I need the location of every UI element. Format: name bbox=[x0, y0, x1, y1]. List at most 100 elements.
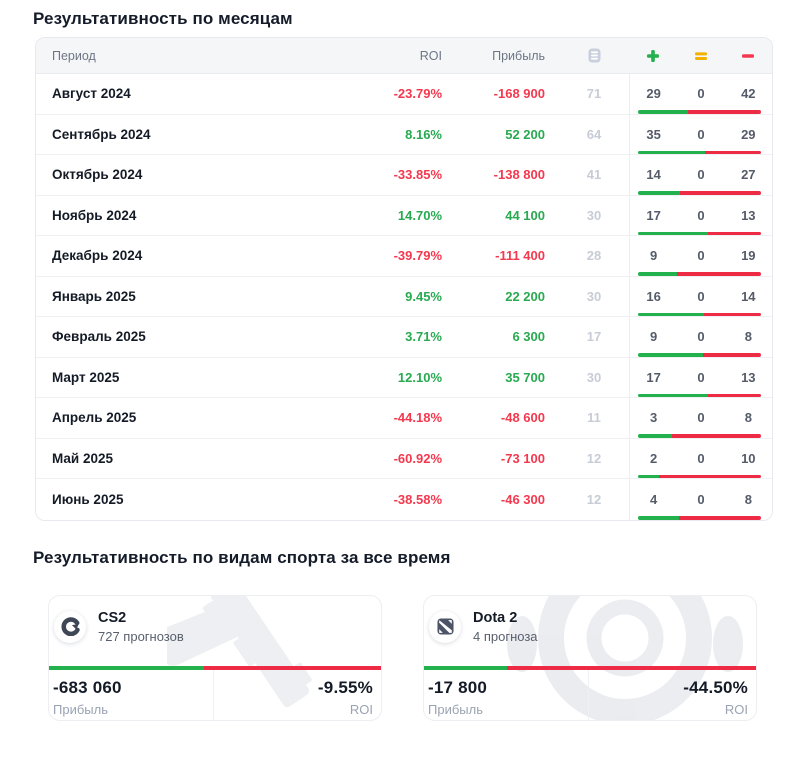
roi-cell: -38.58% bbox=[393, 491, 442, 507]
table-body: Август 2024 -23.79% -168 900 71 29 0 42 … bbox=[36, 74, 772, 520]
period-cell: Июнь 2025 bbox=[52, 491, 124, 507]
wins-cell: 3 bbox=[650, 410, 658, 426]
profit-cell: 35 700 bbox=[505, 369, 545, 385]
period-cell: Апрель 2025 bbox=[52, 410, 137, 426]
column-header-draws bbox=[677, 48, 725, 63]
roi-stat: -44.50% ROI bbox=[589, 670, 757, 720]
wdl-group: 9 0 8 bbox=[629, 317, 772, 357]
profit-cell: -73 100 bbox=[500, 450, 545, 466]
sport-logo-avatar bbox=[429, 610, 461, 643]
sport-card[interactable]: Dota 2 4 прогноза -17 800 Прибыль -44.50… bbox=[423, 594, 757, 721]
table-row: Сентябрь 2024 8.16% 52 200 64 35 0 29 bbox=[36, 114, 772, 155]
profit-cell: 52 200 bbox=[505, 126, 545, 142]
profit-value: -683 060 bbox=[53, 677, 122, 697]
winloss-bar-green bbox=[638, 353, 704, 357]
wins-cell: 9 bbox=[650, 329, 658, 345]
column-header-wins bbox=[629, 48, 677, 63]
column-header-profit: Прибыль bbox=[492, 48, 545, 63]
table-row: Декабрь 2024 -39.79% -111 400 28 9 0 19 bbox=[36, 236, 772, 277]
winloss-bar bbox=[638, 312, 761, 316]
winloss-bar-red bbox=[688, 110, 761, 114]
card-stats: -683 060 Прибыль -9.55% ROI bbox=[49, 669, 382, 720]
winloss-bar-green bbox=[638, 516, 679, 520]
wins-cell: 17 bbox=[646, 369, 661, 385]
forecast-count: 727 прогнозов bbox=[98, 628, 184, 644]
wdl-group: 14 0 27 bbox=[629, 155, 772, 195]
total-bets-cell: 30 bbox=[586, 369, 602, 385]
winloss-bar-green bbox=[638, 393, 708, 397]
wdl-group: 2 0 10 bbox=[629, 438, 772, 478]
draws-cell: 0 bbox=[697, 410, 705, 426]
roi-cell: 8.16% bbox=[405, 126, 442, 142]
roi-cell: -39.79% bbox=[393, 248, 442, 264]
table-row: Февраль 2025 3.71% 6 300 17 9 0 8 bbox=[36, 317, 772, 358]
winloss-bar bbox=[638, 516, 761, 520]
winloss-bar-green bbox=[638, 272, 678, 276]
wdl-group: 35 0 29 bbox=[629, 114, 772, 154]
total-bets-cell: 30 bbox=[586, 207, 602, 223]
profit-cell: -48 600 bbox=[500, 410, 545, 426]
winloss-bar-red bbox=[703, 312, 761, 316]
profit-stat: -683 060 Прибыль bbox=[49, 669, 214, 720]
table-row: Апрель 2025 -44.18% -48 600 11 3 0 8 bbox=[36, 398, 772, 439]
period-cell: Май 2025 bbox=[52, 450, 114, 466]
losses-cell: 10 bbox=[741, 450, 756, 466]
profit-cell: -168 900 bbox=[493, 86, 545, 102]
total-bets-cell: 12 bbox=[586, 450, 602, 466]
table-row: Январь 2025 9.45% 22 200 30 16 0 14 bbox=[36, 276, 772, 317]
sport-card[interactable]: CS2 727 прогнозов -683 060 Прибыль -9.55… bbox=[48, 594, 382, 721]
winloss-bar-green bbox=[638, 191, 680, 195]
winloss-ratio-bar-green bbox=[424, 665, 508, 670]
total-bets-cell: 30 bbox=[586, 288, 602, 304]
roi-cell: 3.71% bbox=[405, 329, 442, 345]
profit-cell: -46 300 bbox=[500, 491, 545, 507]
total-bets-cell: 12 bbox=[586, 491, 602, 507]
roi-value: -9.55% bbox=[317, 677, 373, 697]
period-cell: Март 2025 bbox=[52, 369, 120, 385]
roi-label: ROI bbox=[349, 701, 373, 717]
table-row: Октябрь 2024 -33.85% -138 800 41 14 0 27 bbox=[36, 155, 772, 196]
draws-cell: 0 bbox=[697, 126, 705, 142]
monthly-results-table: Период ROI Прибыль bbox=[35, 37, 773, 521]
table-row: Июнь 2025 -38.58% -46 300 12 4 0 8 bbox=[36, 479, 772, 520]
wins-plus-icon bbox=[646, 49, 659, 62]
draws-equals-icon bbox=[694, 52, 707, 60]
winloss-bar-green bbox=[638, 312, 704, 316]
wdl-group: 17 0 13 bbox=[629, 195, 772, 235]
wdl-group: 16 0 14 bbox=[629, 276, 772, 316]
column-header-period: Период bbox=[52, 48, 96, 63]
winloss-bar bbox=[638, 272, 761, 276]
roi-stat: -9.55% ROI bbox=[214, 670, 382, 720]
period-cell: Сентябрь 2024 bbox=[52, 126, 151, 142]
total-bets-cell: 28 bbox=[586, 248, 602, 264]
profit-cell: -138 800 bbox=[493, 167, 545, 183]
period-cell: Декабрь 2024 bbox=[52, 248, 143, 264]
winloss-bar-red bbox=[707, 393, 761, 397]
column-header-losses bbox=[724, 48, 772, 63]
table-row: Ноябрь 2024 14.70% 44 100 30 17 0 13 bbox=[36, 195, 772, 236]
table-row: Март 2025 12.10% 35 700 30 17 0 13 bbox=[36, 357, 772, 398]
table-row: Май 2025 -60.92% -73 100 12 2 0 10 bbox=[36, 438, 772, 479]
losses-cell: 8 bbox=[744, 491, 752, 507]
winloss-bar-red bbox=[705, 150, 761, 154]
winloss-bar-red bbox=[707, 231, 761, 235]
sport-cards: CS2 727 прогнозов -683 060 Прибыль -9.55… bbox=[48, 594, 788, 721]
table-header-row: Период ROI Прибыль bbox=[36, 38, 772, 74]
total-bets-cell: 64 bbox=[586, 126, 602, 142]
profit-stat: -17 800 Прибыль bbox=[424, 669, 589, 720]
draws-cell: 0 bbox=[697, 207, 705, 223]
period-cell: Февраль 2025 bbox=[52, 329, 146, 345]
winloss-ratio-bar-green bbox=[49, 665, 205, 670]
period-cell: Январь 2025 bbox=[52, 288, 136, 304]
winloss-bar bbox=[638, 434, 761, 438]
roi-cell: -33.85% bbox=[393, 167, 442, 183]
wdl-group: 9 0 19 bbox=[629, 236, 772, 276]
sport-logo-avatar bbox=[54, 610, 86, 643]
wins-cell: 4 bbox=[650, 491, 658, 507]
total-bets-cell: 71 bbox=[586, 86, 602, 102]
forecast-count: 4 прогноза bbox=[473, 628, 538, 644]
winloss-bar-green bbox=[638, 150, 706, 154]
sport-name: Dota 2 bbox=[473, 609, 518, 626]
draws-cell: 0 bbox=[697, 248, 705, 264]
